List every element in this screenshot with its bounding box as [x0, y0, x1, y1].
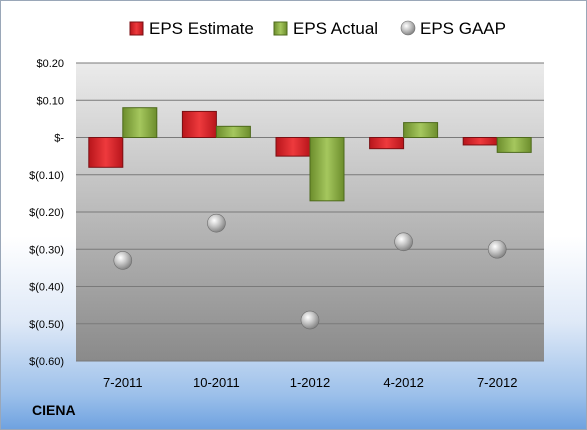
eps-estimate-bar: [462, 137, 498, 146]
eps-gaap-point: [300, 310, 320, 330]
x-axis-ticks: 7-2011 10-2011 1-2012 4-2012 7-2012: [103, 375, 517, 390]
x-tick-label: 7-2011: [103, 375, 143, 390]
eps-gaap-point: [113, 251, 133, 270]
gaap-points: [113, 213, 507, 330]
y-axis-ticks: $0.20 $0.10 $- $(0.10) $(0.20) $(0.30) $(0.40)…: [29, 58, 64, 368]
x-tick-label: 10-2011: [193, 375, 240, 390]
eps-actual-bar: [309, 137, 345, 202]
y-tick-label: $(0.60): [29, 356, 64, 368]
y-tick-label: $(0.50): [29, 319, 64, 331]
eps-gaap-point: [207, 213, 226, 233]
legend: EPS Estimate EPS Actual EPS GAAP: [129, 19, 506, 38]
eps-actual-bar: [403, 122, 439, 138]
eps-gaap-point: [394, 232, 413, 252]
x-tick-label: 1-2012: [290, 375, 330, 390]
bars: [88, 107, 532, 202]
y-tick-label: $0.10: [36, 95, 64, 107]
legend-label: EPS Actual: [293, 19, 378, 38]
eps-estimate-bar: [181, 110, 217, 139]
legend-label: EPS GAAP: [420, 19, 506, 38]
eps-actual-bar: [496, 137, 532, 153]
company-name: CIENA: [32, 402, 76, 418]
y-tick-label: $(0.10): [29, 170, 64, 182]
legend-estimate-swatch: [129, 21, 144, 36]
y-tick-label: $0.20: [36, 58, 64, 70]
eps-gaap-point: [487, 239, 507, 259]
legend-actual-swatch: [273, 21, 288, 36]
eps-estimate-bar: [88, 137, 124, 168]
y-tick-label: $-: [54, 133, 64, 145]
y-tick-label: $(0.30): [29, 244, 64, 256]
eps-estimate-bar: [369, 137, 405, 150]
eps-actual-bar: [122, 107, 158, 138]
x-tick-label: 4-2012: [383, 375, 423, 390]
legend-gaap-swatch: [400, 20, 416, 36]
y-tick-label: $(0.40): [29, 282, 64, 294]
legend-label: EPS Estimate: [149, 19, 254, 38]
eps-actual-bar: [215, 125, 251, 138]
eps-estimate-bar: [275, 137, 311, 157]
x-tick-label: 7-2012: [477, 375, 517, 390]
y-tick-label: $(0.20): [29, 207, 64, 219]
